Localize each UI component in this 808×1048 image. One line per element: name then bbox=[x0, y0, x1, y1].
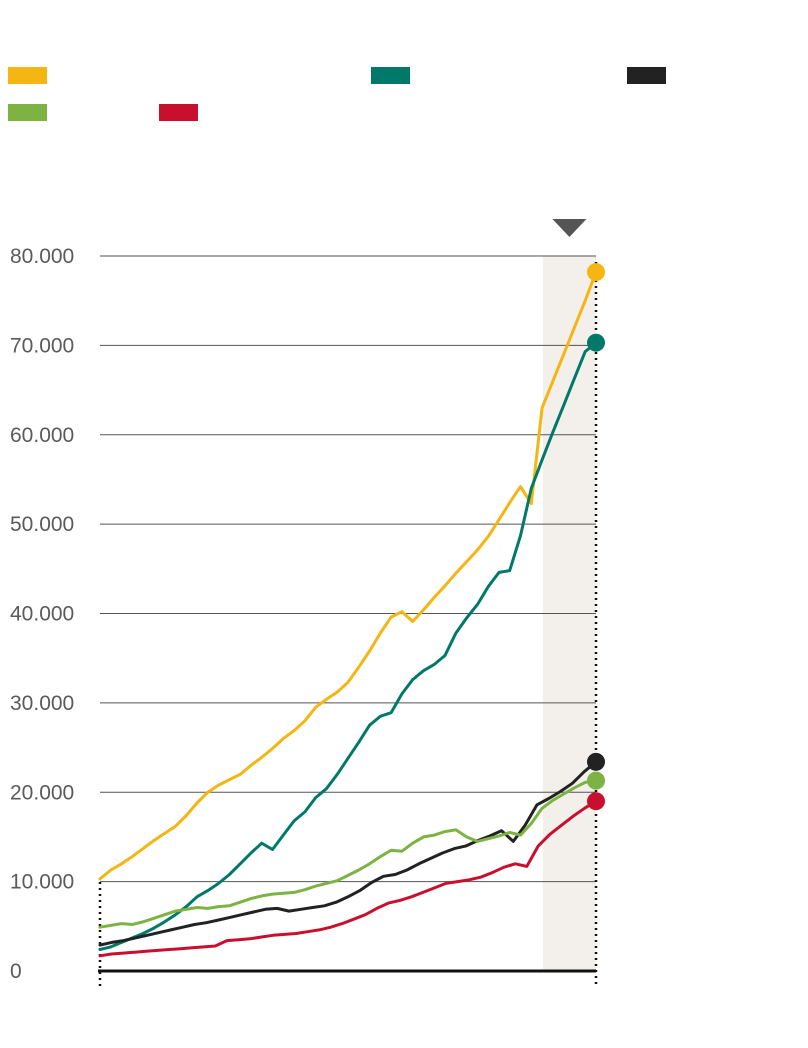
y-tick-label: 30.000 bbox=[10, 692, 74, 715]
legend-swatch-2 bbox=[371, 67, 410, 84]
y-tick-label: 50.000 bbox=[10, 513, 74, 536]
y-tick-label: 70.000 bbox=[10, 334, 74, 357]
y-tick-label: 60.000 bbox=[10, 424, 74, 447]
series-layer bbox=[98, 270, 598, 958]
legend-swatch-1 bbox=[8, 67, 47, 84]
y-tick-label: 10.000 bbox=[10, 871, 74, 894]
y-tick-label: 40.000 bbox=[10, 603, 74, 626]
highlight-layer bbox=[542, 219, 596, 971]
endpoint-layer bbox=[587, 263, 605, 811]
legend-swatch-5 bbox=[159, 104, 198, 121]
series-endpoint-2 bbox=[587, 333, 605, 352]
series-line-3 bbox=[98, 760, 598, 947]
grid-layer bbox=[98, 255, 598, 986]
legend bbox=[8, 67, 666, 121]
y-tick-label: 80.000 bbox=[10, 245, 74, 268]
series-line-1 bbox=[98, 270, 598, 881]
series-endpoint-3 bbox=[587, 752, 605, 771]
series-endpoint-5 bbox=[587, 792, 605, 811]
y-axis-labels: 0 10.000 20.000 30.000 40.000 50.000 60.000 70.… bbox=[10, 245, 74, 983]
series-line-4 bbox=[98, 779, 598, 929]
series-line-5 bbox=[98, 799, 598, 958]
series-endpoint-4 bbox=[587, 771, 605, 790]
y-tick-label: 0 bbox=[10, 960, 22, 983]
series-endpoint-1 bbox=[587, 263, 605, 282]
legend-swatch-3 bbox=[627, 67, 666, 84]
series-line-2 bbox=[98, 341, 598, 951]
highlight-marker-icon bbox=[552, 219, 587, 237]
legend-swatch-4 bbox=[8, 104, 47, 121]
y-tick-label: 20.000 bbox=[10, 781, 74, 804]
